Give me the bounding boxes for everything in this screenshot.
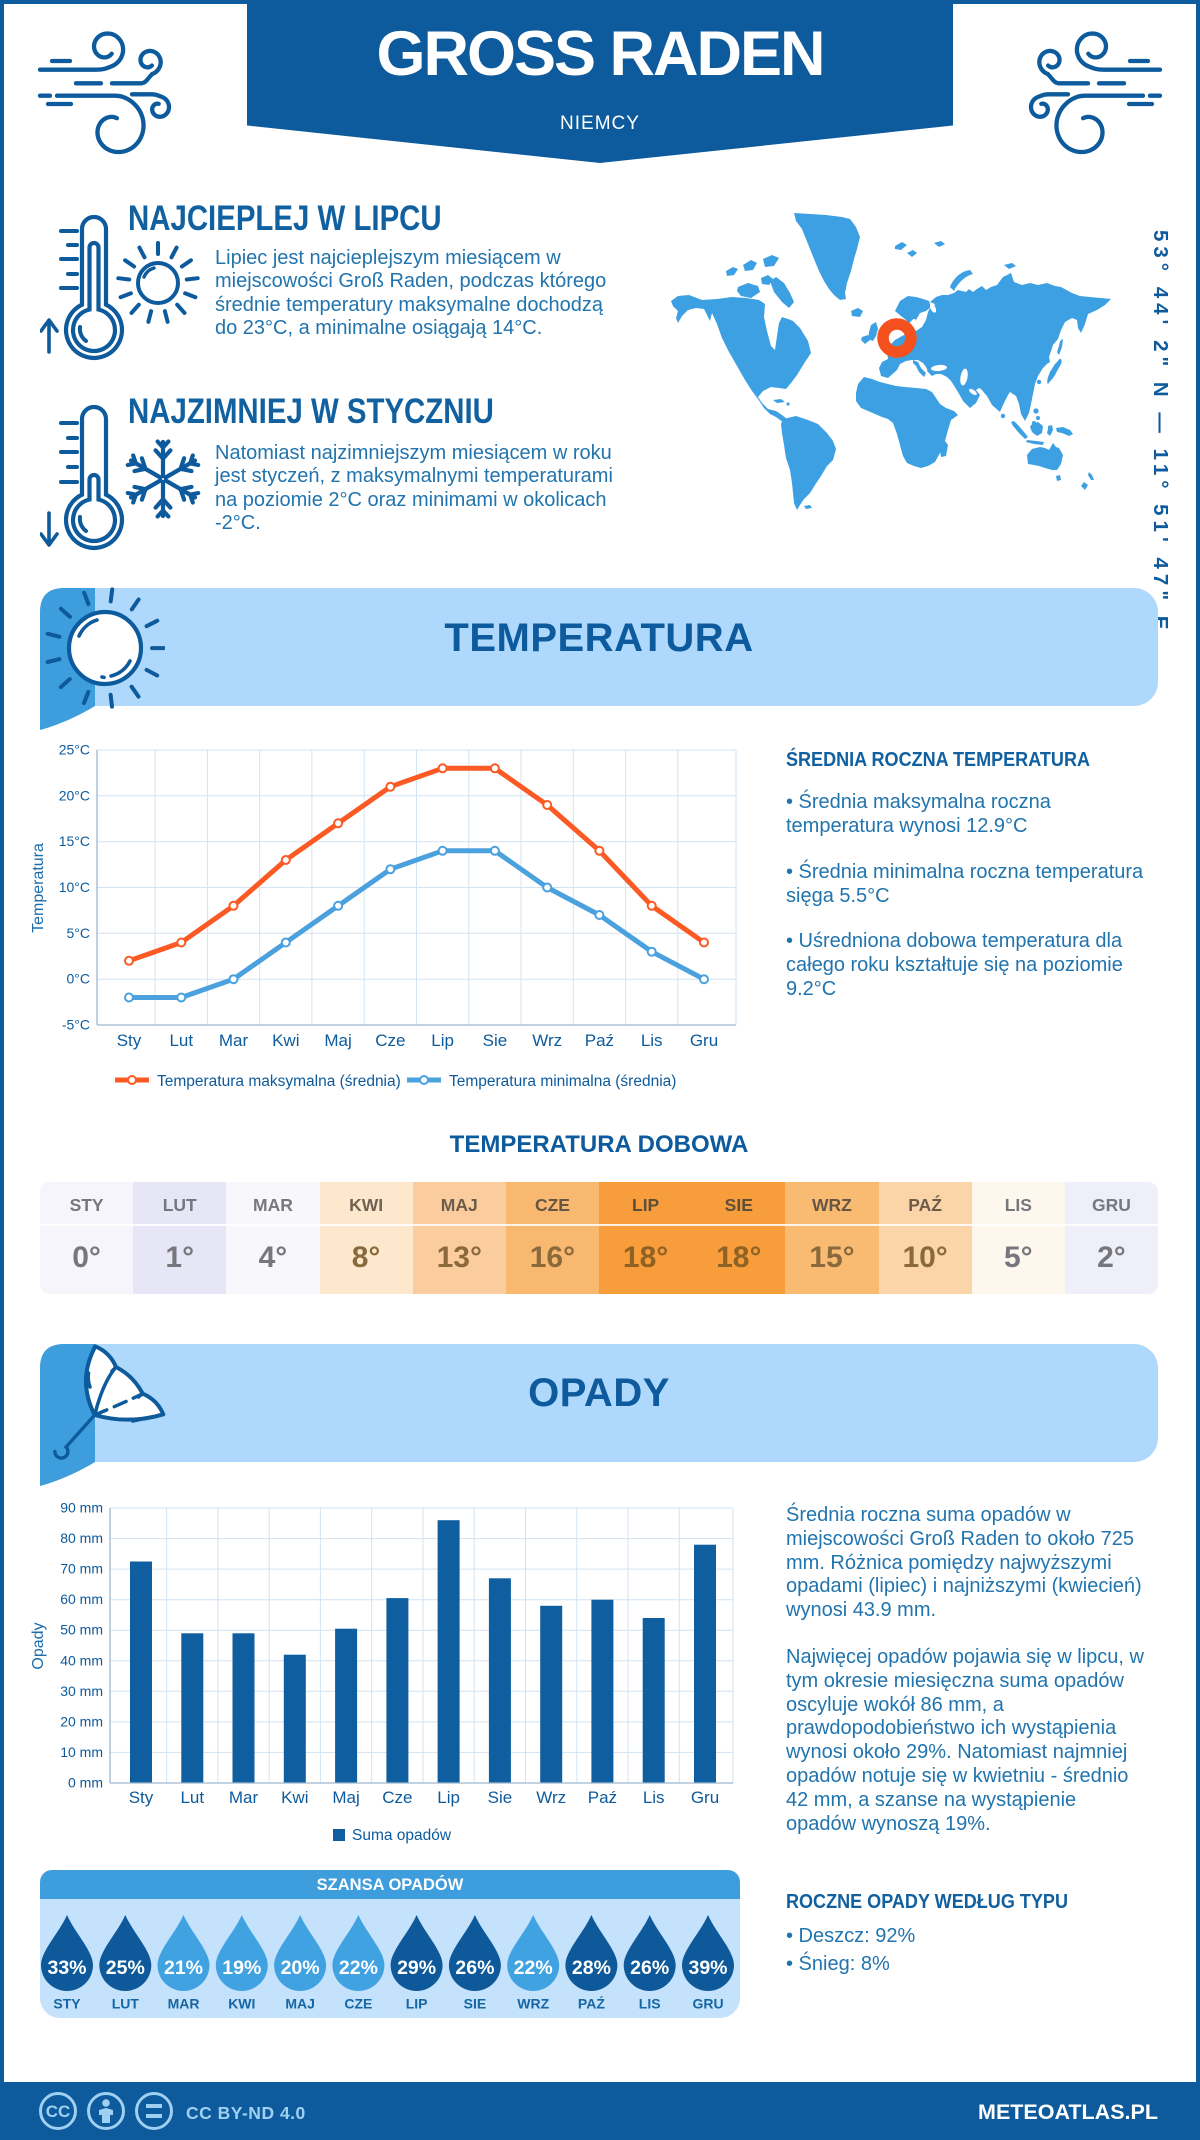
svg-text:Temperatura: Temperatura [30, 843, 47, 933]
svg-text:Sty: Sty [129, 1788, 154, 1807]
svg-text:Sie: Sie [483, 1031, 508, 1050]
svg-text:22%: 22% [514, 1957, 553, 1979]
svg-text:Temperatura maksymalna (średni: Temperatura maksymalna (średnia) [157, 1073, 401, 1090]
svg-text:50 mm: 50 mm [60, 1622, 103, 1638]
svg-text:10 mm: 10 mm [60, 1744, 103, 1760]
svg-text:20%: 20% [281, 1957, 320, 1979]
svg-text:22%: 22% [339, 1957, 378, 1979]
svg-text:Lis: Lis [643, 1788, 665, 1807]
svg-text:21%: 21% [164, 1957, 203, 1979]
svg-text:MAR: MAR [168, 1996, 200, 2012]
svg-text:MAJ: MAJ [285, 1996, 315, 2012]
svg-text:Lis: Lis [641, 1031, 663, 1050]
svg-text:Suma opadów: Suma opadów [352, 1827, 452, 1844]
svg-text:Lip: Lip [431, 1031, 454, 1050]
svg-text:33%: 33% [47, 1957, 86, 1979]
svg-text:26%: 26% [455, 1957, 494, 1979]
svg-text:SIE: SIE [464, 1996, 487, 2012]
svg-text:80 mm: 80 mm [60, 1530, 103, 1546]
svg-text:Paź: Paź [588, 1788, 617, 1807]
svg-text:0 mm: 0 mm [68, 1775, 103, 1791]
svg-text:70 mm: 70 mm [60, 1561, 103, 1577]
svg-text:5°C: 5°C [67, 925, 91, 941]
svg-text:Lut: Lut [169, 1031, 193, 1050]
svg-text:PAŹ: PAŹ [578, 1996, 605, 2012]
svg-text:15°C: 15°C [59, 833, 90, 849]
svg-text:Opady: Opady [30, 1622, 47, 1669]
svg-text:LIP: LIP [406, 1996, 428, 2012]
svg-text:39%: 39% [688, 1957, 727, 1979]
svg-text:20°C: 20°C [59, 787, 90, 803]
svg-text:Sie: Sie [488, 1788, 513, 1807]
svg-text:0°C: 0°C [67, 971, 91, 987]
svg-text:10°C: 10°C [59, 879, 90, 895]
svg-text:40 mm: 40 mm [60, 1652, 103, 1668]
svg-text:Sty: Sty [117, 1031, 142, 1050]
svg-text:90 mm: 90 mm [60, 1500, 103, 1516]
svg-text:Paź: Paź [585, 1031, 614, 1050]
svg-text:26%: 26% [630, 1957, 669, 1979]
svg-text:Cze: Cze [382, 1788, 412, 1807]
svg-text:25°C: 25°C [59, 742, 90, 758]
svg-text:Gru: Gru [691, 1788, 719, 1807]
svg-text:Lut: Lut [180, 1788, 204, 1807]
svg-text:29%: 29% [397, 1957, 436, 1979]
svg-text:GRU: GRU [692, 1996, 723, 2012]
svg-text:Lip: Lip [437, 1788, 460, 1807]
svg-text:LUT: LUT [112, 1996, 140, 2012]
svg-text:KWI: KWI [228, 1996, 255, 2012]
svg-text:Gru: Gru [690, 1031, 718, 1050]
svg-text:Wrz: Wrz [532, 1031, 562, 1050]
svg-text:20 mm: 20 mm [60, 1713, 103, 1729]
svg-text:Cze: Cze [375, 1031, 405, 1050]
svg-text:STY: STY [53, 1996, 81, 2012]
svg-text:Kwi: Kwi [281, 1788, 308, 1807]
svg-text:LIS: LIS [639, 1996, 661, 2012]
svg-text:60 mm: 60 mm [60, 1591, 103, 1607]
svg-text:Mar: Mar [219, 1031, 249, 1050]
svg-text:Mar: Mar [229, 1788, 259, 1807]
svg-text:30 mm: 30 mm [60, 1683, 103, 1699]
svg-text:WRZ: WRZ [517, 1996, 549, 2012]
svg-text:19%: 19% [222, 1957, 261, 1979]
svg-text:25%: 25% [106, 1957, 145, 1979]
svg-text:-5°C: -5°C [62, 1017, 90, 1033]
svg-text:CZE: CZE [344, 1996, 372, 2012]
svg-text:Wrz: Wrz [536, 1788, 566, 1807]
svg-text:CC: CC [46, 2102, 71, 2121]
svg-text:Temperatura minimalna (średnia: Temperatura minimalna (średnia) [449, 1073, 676, 1090]
svg-text:28%: 28% [572, 1957, 611, 1979]
svg-text:Maj: Maj [332, 1788, 359, 1807]
svg-text:Maj: Maj [324, 1031, 351, 1050]
svg-text:Kwi: Kwi [272, 1031, 299, 1050]
